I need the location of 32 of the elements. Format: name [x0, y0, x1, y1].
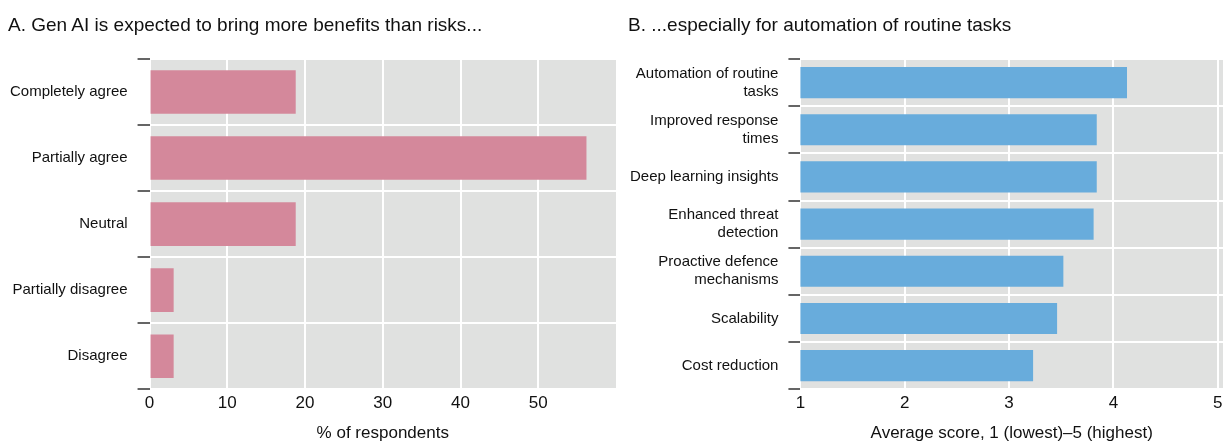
y-tick-label: Automation of routine tasks — [635, 63, 779, 99]
chart-title: A. Gen AI is expected to bring more benefits than risks... — [8, 14, 484, 37]
x-axis-title: % of respondents — [316, 423, 449, 443]
y-tick-label: Cost reduction — [681, 355, 779, 373]
y-tick-label: Scalability — [710, 308, 779, 326]
x-axis-title: Average score, 1 (lowest)–5 (highest) — [870, 423, 1153, 443]
y-tick-label: Partially disagree — [12, 280, 128, 298]
chart-title: B. ...especially for automation of routine tasks — [628, 14, 1013, 37]
bar — [150, 268, 174, 312]
x-tick-label: 20 — [295, 393, 315, 413]
x-tick-label: 50 — [528, 393, 548, 413]
y-tick-label: Enhanced threat detection — [668, 205, 780, 241]
bar — [150, 70, 296, 114]
x-tick-label: 2 — [900, 393, 910, 413]
y-tick-label: Improved response times — [650, 110, 779, 146]
x-tick-label: 5 — [1213, 393, 1223, 413]
y-tick-label: Deep learning insights — [629, 167, 779, 185]
bar — [150, 136, 587, 180]
y-tick-label: Disagree — [67, 346, 128, 364]
y-tick-label: Completely agree — [10, 82, 128, 100]
x-tick-label: 4 — [1108, 393, 1119, 413]
x-tick-label: 30 — [373, 393, 393, 413]
bar — [150, 334, 174, 378]
y-tick-label: Neutral — [79, 214, 128, 232]
x-tick-label: 3 — [1004, 393, 1014, 413]
bar — [150, 202, 296, 246]
x-tick-label: 0 — [144, 393, 155, 413]
y-tick-label: Partially agree — [31, 148, 128, 166]
x-tick-label: 40 — [451, 393, 470, 413]
x-tick-label: 10 — [217, 393, 237, 413]
y-tick-label: Proactive defence mechanisms — [658, 252, 779, 288]
x-tick-label: 1 — [795, 393, 806, 413]
